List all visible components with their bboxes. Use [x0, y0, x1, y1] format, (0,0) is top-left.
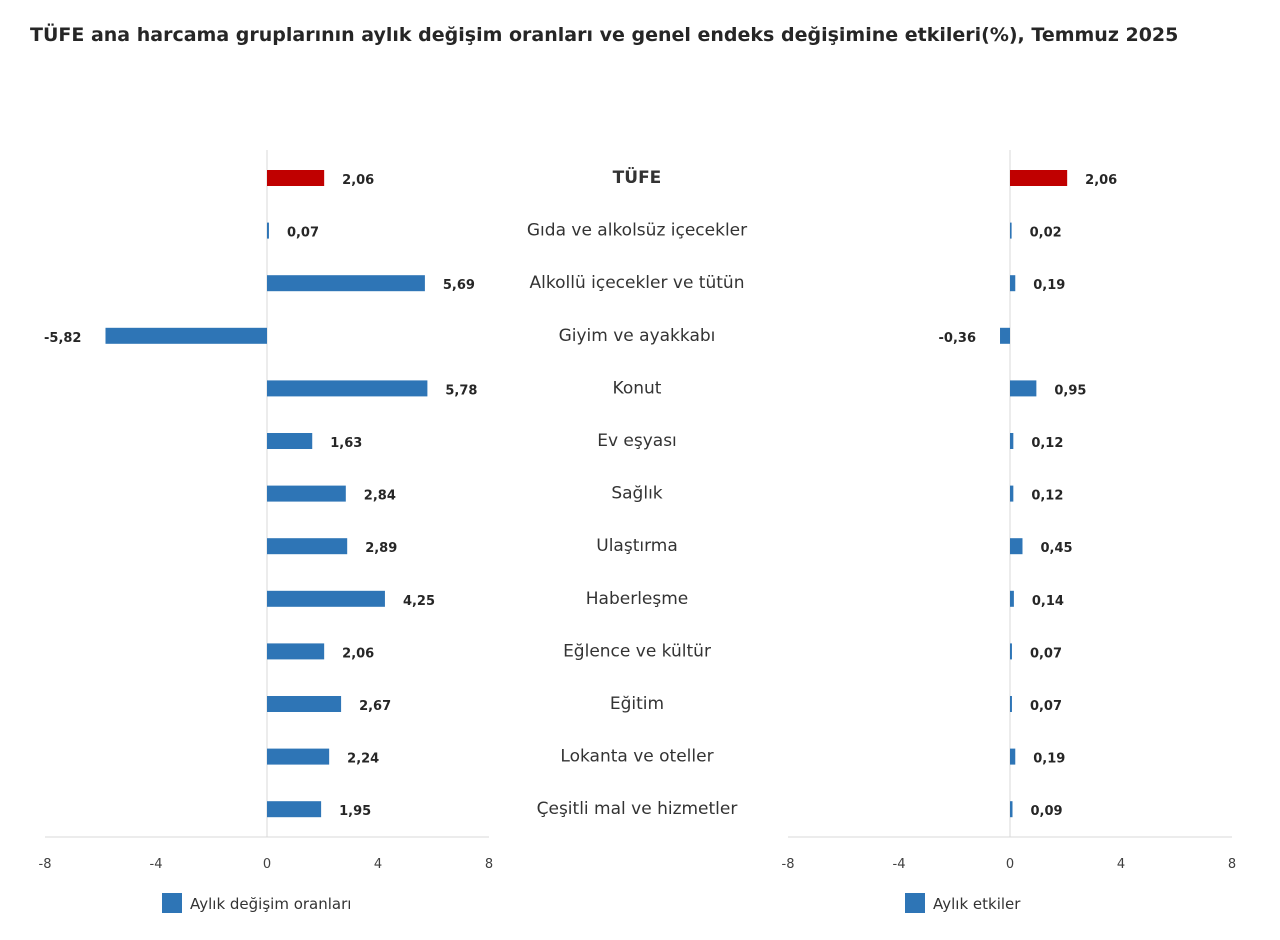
- rates-bar: [105, 327, 268, 344]
- rates-data-label: 2,06: [342, 646, 374, 661]
- rates-tick-label: -8: [39, 857, 52, 872]
- rates-data-label: 5,78: [445, 383, 477, 398]
- effects-bar: [1010, 485, 1014, 502]
- effects-tick-label: -4: [893, 857, 906, 872]
- effects-data-label: 2,06: [1085, 173, 1117, 188]
- effects-bar: [1010, 801, 1013, 818]
- rates-data-label: -5,82: [44, 331, 81, 346]
- effects-tick-label: -8: [782, 857, 795, 872]
- effects-bar: [1010, 538, 1023, 555]
- rates-bar: [267, 590, 385, 607]
- rates-bar: [267, 433, 313, 449]
- effects-legend-swatch: [905, 893, 925, 913]
- effects-data-label: 0,09: [1030, 804, 1062, 819]
- effects-tick-label: 8: [1228, 857, 1236, 872]
- effects-bar: [1010, 643, 1012, 660]
- effects-bar: [1010, 222, 1012, 239]
- effects-data-label: 0,19: [1033, 752, 1065, 767]
- chart-title: TÜFE ana harcama gruplarının aylık değiş…: [30, 24, 1179, 46]
- category-label: Haberleşme: [586, 589, 689, 609]
- effects-data-label: 0,14: [1032, 594, 1064, 609]
- rates-bar: [267, 170, 325, 186]
- rates-tick-label: -4: [150, 857, 163, 872]
- rates-bar: [267, 696, 342, 712]
- rates-data-label: 2,84: [364, 489, 396, 504]
- category-label: Ev eşyası: [597, 431, 677, 451]
- rates-bar: [267, 275, 425, 292]
- rates-tick-label: 8: [485, 857, 493, 872]
- category-label: Eğitim: [610, 694, 664, 714]
- category-label: Sağlık: [611, 484, 662, 504]
- rates-bar: [267, 643, 325, 660]
- effects-data-label: -0,36: [939, 331, 976, 346]
- effects-data-label: 0,19: [1033, 278, 1065, 293]
- effects-data-label: 0,02: [1030, 226, 1062, 241]
- rates-data-label: 2,24: [347, 752, 379, 767]
- rates-data-label: 2,67: [359, 699, 391, 714]
- effects-tick-label: 4: [1117, 857, 1125, 872]
- effects-bar: [1000, 327, 1010, 344]
- effects-bar: [1010, 275, 1016, 292]
- rates-bar: [267, 801, 322, 818]
- rates-bar: [267, 380, 428, 397]
- rates-legend-label: Aylık değişim oranları: [190, 895, 351, 913]
- category-label: TÜFE: [613, 166, 662, 188]
- effects-data-label: 0,12: [1031, 436, 1063, 451]
- effects-data-label: 0,45: [1040, 541, 1072, 556]
- effects-legend-label: Aylık etkiler: [933, 895, 1021, 913]
- effects-data-label: 0,07: [1030, 646, 1062, 661]
- effects-bar: [1010, 380, 1037, 397]
- rates-legend-swatch: [162, 893, 182, 913]
- rates-bar: [267, 748, 330, 765]
- category-label: Lokanta ve oteller: [560, 747, 713, 767]
- effects-data-label: 0,12: [1031, 489, 1063, 504]
- rates-bar: [267, 538, 348, 555]
- rates-data-label: 5,69: [443, 278, 475, 293]
- rates-data-label: 2,89: [365, 541, 397, 556]
- category-label: Giyim ve ayakkabı: [559, 326, 716, 346]
- effects-bar: [1010, 748, 1016, 765]
- category-label: Konut: [613, 378, 662, 398]
- rates-data-label: 4,25: [403, 594, 435, 609]
- category-label: Alkollü içecekler ve tütün: [530, 273, 745, 293]
- rates-tick-label: 0: [263, 857, 271, 872]
- rates-bar: [267, 222, 269, 239]
- rates-data-label: 1,63: [330, 436, 362, 451]
- rates-data-label: 1,95: [339, 804, 371, 819]
- effects-bar: [1010, 590, 1014, 607]
- rates-bar: [267, 485, 346, 502]
- rates-data-label: 2,06: [342, 173, 374, 188]
- effects-bar: [1010, 433, 1014, 449]
- effects-tick-label: 0: [1006, 857, 1014, 872]
- category-label: Ulaştırma: [596, 536, 678, 556]
- category-label: Eğlence ve kültür: [563, 641, 711, 661]
- effects-bar: [1010, 696, 1012, 712]
- rates-data-label: 0,07: [287, 226, 319, 241]
- rates-tick-label: 4: [374, 857, 382, 872]
- category-label: Çeşitli mal ve hizmetler: [537, 799, 738, 819]
- effects-bar: [1010, 170, 1068, 186]
- category-label: Gıda ve alkolsüz içecekler: [527, 221, 747, 241]
- effects-data-label: 0,07: [1030, 699, 1062, 714]
- effects-data-label: 0,95: [1054, 383, 1086, 398]
